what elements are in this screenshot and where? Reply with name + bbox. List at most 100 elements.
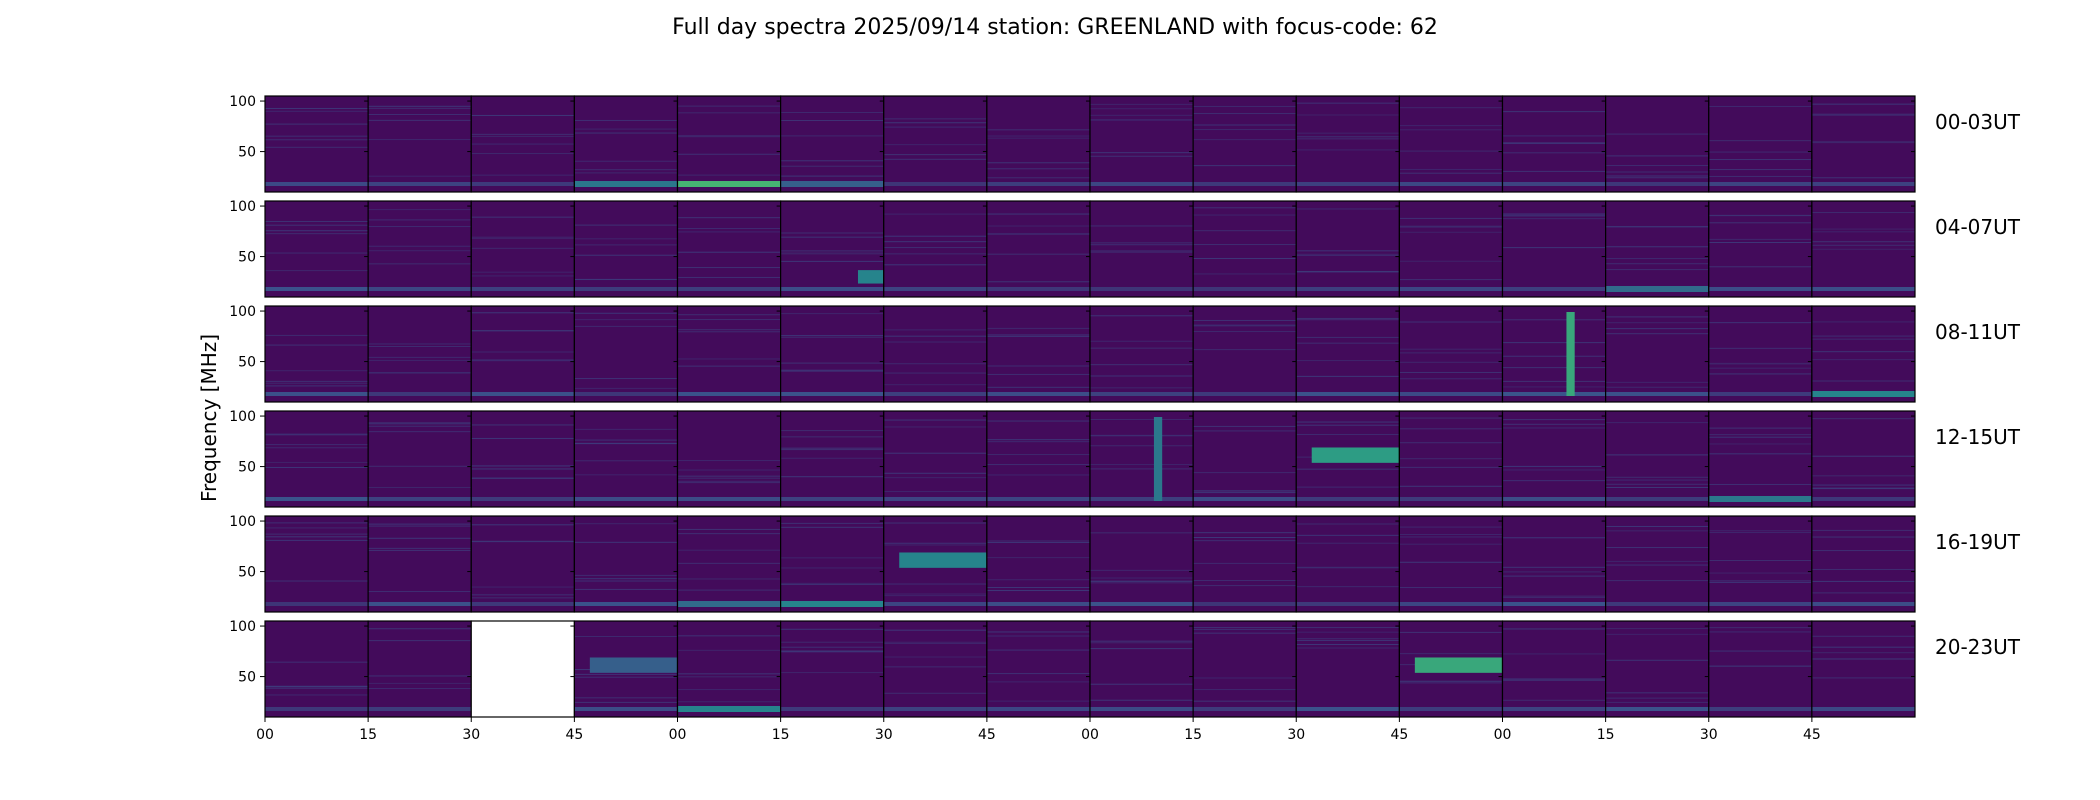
rfi-line xyxy=(1090,640,1194,642)
row-label: 12-15UT xyxy=(1935,425,2021,449)
rfi-line xyxy=(1296,534,1400,536)
panel-background xyxy=(1399,201,1503,297)
rfi-line xyxy=(677,365,781,367)
low-freq-band xyxy=(1090,707,1194,711)
rfi-line xyxy=(1811,359,1915,361)
low-freq-band xyxy=(677,287,781,291)
rfi-line xyxy=(1399,361,1503,363)
rfi-line xyxy=(1605,483,1709,485)
rfi-line xyxy=(574,523,678,525)
rfi-line xyxy=(574,673,678,675)
rfi-line xyxy=(574,442,678,444)
rfi-line xyxy=(1502,653,1606,655)
spectrum-panel xyxy=(883,305,988,403)
rfi-line xyxy=(1502,367,1606,369)
rfi-line xyxy=(986,162,1090,164)
panel-background xyxy=(780,306,884,402)
rfi-line xyxy=(368,219,472,221)
rfi-line xyxy=(1708,443,1812,445)
panel-background xyxy=(471,411,575,507)
panel-background xyxy=(1605,411,1709,507)
spectrum-panel xyxy=(986,515,1091,613)
spectral-feature xyxy=(1153,417,1163,501)
rfi-line xyxy=(1399,168,1503,170)
rfi-line xyxy=(1193,700,1297,702)
rfi-line xyxy=(1502,135,1606,137)
y-tick-label: 50 xyxy=(238,460,256,476)
rfi-line xyxy=(1811,212,1915,214)
spectrum-panel xyxy=(264,305,369,403)
rfi-line xyxy=(265,434,369,436)
rfi-line xyxy=(1399,129,1503,131)
rfi-line xyxy=(986,673,1090,675)
rfi-line xyxy=(1811,487,1915,489)
low-freq-band xyxy=(368,392,472,396)
low-freq-band xyxy=(780,497,884,501)
spectrum-panel xyxy=(470,200,575,298)
spectrum-panel xyxy=(883,515,988,613)
rfi-line xyxy=(471,351,575,353)
low-freq-band xyxy=(1811,707,1915,711)
x-tick-label: 45 xyxy=(1390,727,1408,743)
rfi-line xyxy=(1296,208,1400,210)
low-freq-band xyxy=(471,497,575,501)
rfi-line xyxy=(1811,142,1915,144)
rfi-line xyxy=(574,460,678,462)
rfi-line xyxy=(1193,105,1297,107)
x-tick-label: 30 xyxy=(875,727,893,743)
low-freq-band xyxy=(471,287,575,291)
rfi-line xyxy=(1193,331,1297,333)
rfi-line xyxy=(1605,476,1709,478)
rfi-line xyxy=(1296,375,1400,377)
panel-background xyxy=(1296,621,1400,717)
rfi-line xyxy=(1193,349,1297,351)
panel-background xyxy=(1708,411,1812,507)
rfi-line xyxy=(1296,542,1400,544)
rfi-line xyxy=(471,477,575,479)
rfi-line xyxy=(780,582,884,584)
row-label: 20-23UT xyxy=(1935,635,2021,659)
spectrum-panel xyxy=(367,305,472,403)
panel-background xyxy=(471,516,575,612)
rfi-line xyxy=(677,314,781,316)
rfi-line xyxy=(883,341,987,343)
panel-frame xyxy=(1811,305,1916,403)
spectrum-panel xyxy=(1398,620,1504,718)
rfi-line xyxy=(1296,486,1400,488)
rfi-line xyxy=(1193,472,1297,474)
spectrum-panel xyxy=(1811,95,1916,193)
rfi-line xyxy=(883,118,987,120)
rfi-line xyxy=(883,426,987,428)
row-20-23UT: 50 100 20-23UT xyxy=(229,619,2021,718)
rfi-line xyxy=(1193,324,1297,326)
x-tick-label: 30 xyxy=(462,727,480,743)
low-freq-band xyxy=(1193,497,1297,501)
rfi-line xyxy=(1399,352,1503,354)
panel-background xyxy=(986,516,1090,612)
rfi-line xyxy=(1090,315,1194,317)
rfi-line xyxy=(1090,243,1194,245)
rfi-line xyxy=(677,482,781,484)
rfi-line xyxy=(471,540,575,542)
low-freq-band xyxy=(265,287,369,291)
rfi-line xyxy=(471,237,575,239)
rfi-line xyxy=(883,472,987,474)
low-freq-band xyxy=(1399,497,1503,501)
spectrum-panel xyxy=(1398,200,1504,298)
panel-background xyxy=(265,201,369,297)
rfi-line xyxy=(780,260,884,262)
rfi-line xyxy=(780,135,884,137)
rfi-line xyxy=(471,594,575,596)
rfi-line xyxy=(883,154,987,156)
rfi-line xyxy=(986,700,1090,702)
rfi-line xyxy=(265,433,369,435)
spectrum-panel xyxy=(1089,200,1194,298)
rfi-line xyxy=(986,253,1090,255)
low-freq-band xyxy=(986,392,1090,396)
rfi-line xyxy=(471,597,575,599)
rfi-line xyxy=(1605,258,1709,260)
rfi-line xyxy=(1502,423,1606,425)
low-freq-band xyxy=(574,497,678,501)
rfi-line xyxy=(1708,627,1812,629)
